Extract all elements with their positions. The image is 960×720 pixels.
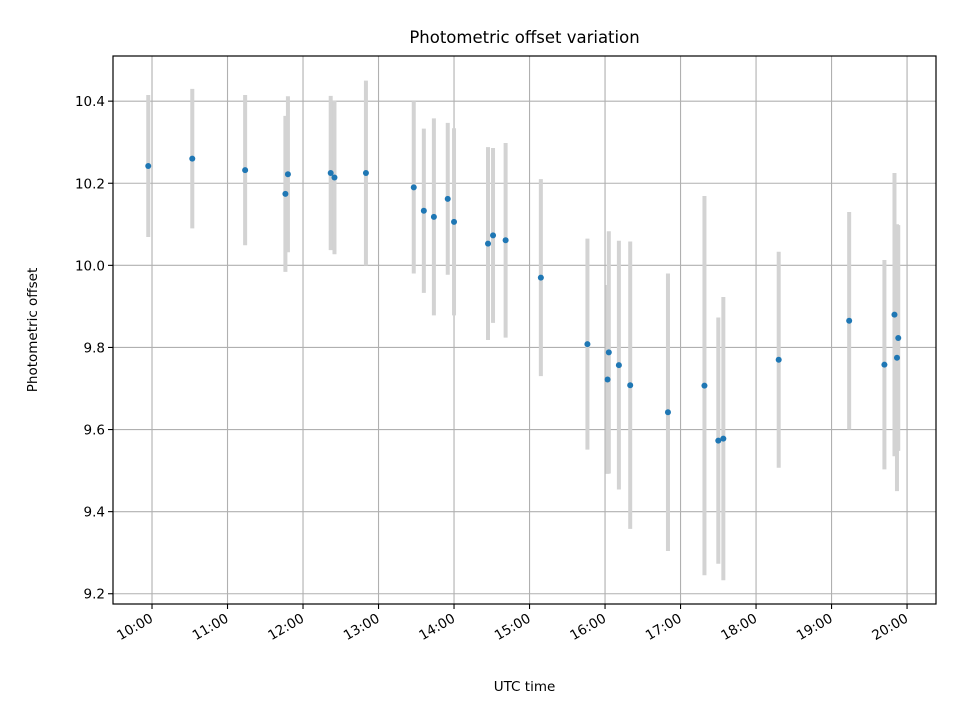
y-tick-label: 10.0 xyxy=(75,258,105,274)
data-point xyxy=(490,232,497,239)
data-point xyxy=(327,169,334,176)
data-point xyxy=(604,376,611,383)
data-point xyxy=(502,237,509,244)
y-tick-label: 9.2 xyxy=(84,587,105,603)
data-point xyxy=(846,317,853,324)
data-point xyxy=(881,361,888,368)
data-point xyxy=(282,190,289,197)
data-point xyxy=(145,163,152,170)
y-axis-ticks: 9.2 9.4 9.6 9.8 10.0 10.2 10.4 xyxy=(75,94,113,603)
chart-title: Photometric offset variation xyxy=(409,28,639,47)
data-point xyxy=(584,341,591,348)
data-point xyxy=(775,356,782,363)
data-point xyxy=(664,409,671,416)
data-point xyxy=(189,155,196,162)
y-tick-label: 9.6 xyxy=(84,423,105,439)
data-point xyxy=(701,382,708,389)
data-point xyxy=(485,240,492,247)
data-point xyxy=(331,174,338,181)
data-point xyxy=(893,354,900,361)
data-point xyxy=(605,349,612,356)
data-point xyxy=(430,213,437,220)
data-point xyxy=(891,311,898,318)
data-point xyxy=(627,382,634,389)
y-axis-label: Photometric offset xyxy=(25,268,41,392)
y-tick-label: 10.2 xyxy=(75,176,105,192)
data-point xyxy=(720,435,727,442)
data-point xyxy=(284,171,291,178)
data-point xyxy=(451,218,458,225)
y-tick-label: 9.4 xyxy=(84,505,105,521)
data-point xyxy=(615,362,622,369)
data-points xyxy=(145,155,902,444)
y-tick-label: 9.8 xyxy=(84,340,105,356)
data-point xyxy=(537,274,544,281)
data-point xyxy=(444,195,451,202)
plot-frame xyxy=(112,55,937,605)
data-point xyxy=(410,184,417,191)
data-point xyxy=(242,167,249,174)
data-point xyxy=(420,207,427,214)
x-axis-label: UTC time xyxy=(494,679,556,695)
y-tick-label: 10.4 xyxy=(75,94,105,110)
data-point xyxy=(895,335,902,342)
data-point xyxy=(362,169,369,176)
data-point xyxy=(715,437,722,444)
grid-lines xyxy=(113,56,936,604)
